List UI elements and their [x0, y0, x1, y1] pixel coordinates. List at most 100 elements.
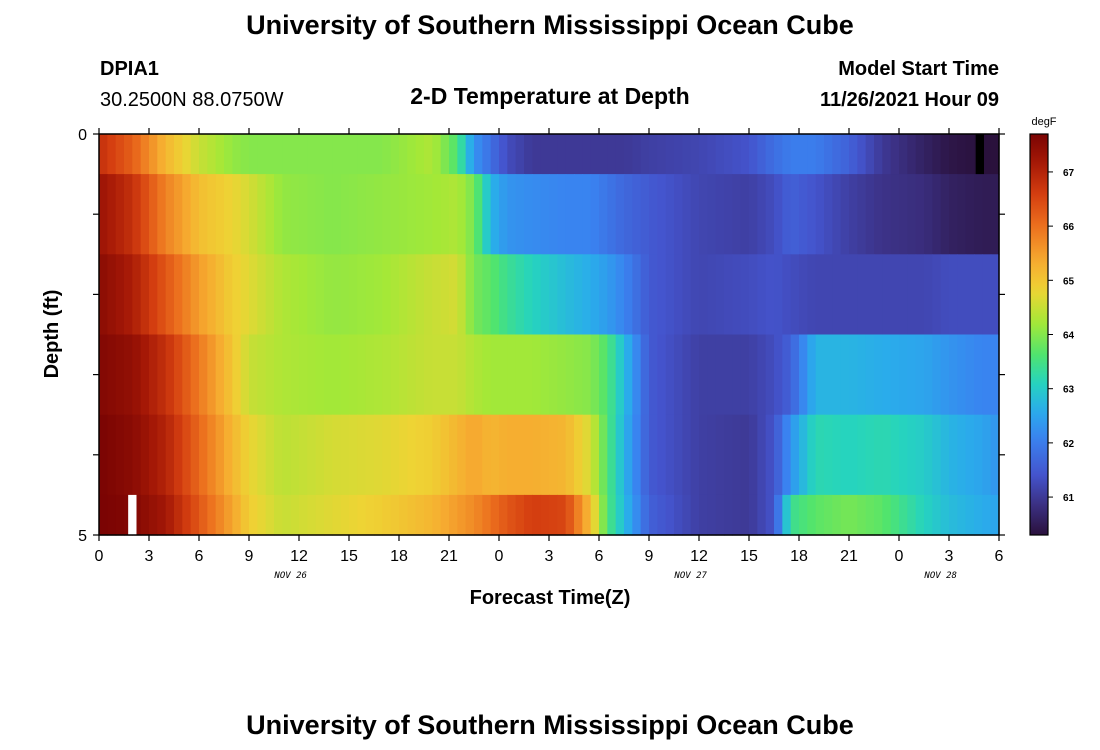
heatmap-cell: [432, 494, 442, 536]
heatmap-cell: [890, 414, 900, 496]
heatmap-cell: [674, 414, 683, 496]
heatmap-cell: [857, 494, 867, 536]
heatmap-cell: [432, 174, 442, 255]
heatmap-cell: [640, 494, 650, 536]
heatmap-cell: [332, 494, 342, 536]
heatmap-cell: [199, 174, 208, 255]
heatmap-cell: [340, 414, 350, 496]
heatmap-cell: [490, 494, 500, 536]
heatmap-cell: [307, 254, 317, 336]
heatmap-cell: [824, 494, 833, 536]
heatmap-cell: [265, 254, 275, 336]
heatmap-cell: [457, 174, 467, 255]
heatmap-cell: [990, 134, 1000, 175]
heatmap-cell: [182, 414, 192, 496]
heatmap-cell: [674, 254, 683, 336]
x-tick-label: 6: [995, 548, 1004, 565]
heatmap-cell: [932, 414, 942, 496]
heatmap-cell: [332, 134, 342, 175]
heatmap-cell: [982, 174, 992, 255]
heatmap-cell: [965, 414, 975, 496]
heatmap-cell: [540, 334, 550, 416]
heatmap-cell: [782, 334, 792, 416]
heatmap-cell: [699, 334, 708, 416]
heatmap-cell: [124, 174, 133, 255]
heatmap-cell: [682, 494, 692, 536]
heatmap-cell: [799, 334, 808, 416]
heatmap-cell: [382, 414, 392, 496]
heatmap-cell: [207, 414, 217, 496]
heatmap-cell: [415, 494, 425, 536]
heatmap-cell: [415, 254, 425, 336]
heatmap-cell: [249, 254, 258, 336]
heatmap-cell: [965, 254, 975, 336]
heatmap-cell: [990, 174, 1000, 255]
heatmap-cell: [315, 254, 325, 336]
heatmap-cell: [932, 334, 942, 416]
colorbar-tick-label: 64: [1063, 331, 1075, 342]
heatmap-cell: [740, 494, 750, 536]
heatmap-cell: [874, 494, 883, 536]
heatmap-cell: [149, 414, 158, 496]
heatmap-cell: [674, 174, 683, 255]
heatmap-cell: [224, 174, 233, 255]
heatmap-cell: [932, 494, 942, 536]
heatmap-cell: [799, 174, 808, 255]
heatmap-cell: [399, 494, 408, 536]
heatmap-cell: [840, 494, 850, 536]
heatmap-cell: [899, 494, 908, 536]
heatmap-cell: [915, 254, 925, 336]
heatmap-cell: [382, 494, 392, 536]
heatmap-cell: [932, 174, 942, 255]
heatmap-cell: [632, 494, 642, 536]
heatmap-cell: [449, 134, 458, 175]
heatmap-cell: [832, 134, 842, 175]
heatmap-cell: [890, 254, 900, 336]
heatmap-cell: [840, 414, 850, 496]
heatmap-cell: [157, 334, 167, 416]
heatmap-cell: [565, 334, 575, 416]
heatmap-cell: [365, 334, 375, 416]
heatmap-cell: [224, 254, 233, 336]
heatmap-cell: [732, 334, 742, 416]
heatmap-cell: [265, 494, 275, 536]
colorbar: [1029, 133, 1049, 536]
heatmap-cell: [407, 334, 417, 416]
heatmap-cell: [674, 334, 683, 416]
heatmap-cell: [357, 254, 367, 336]
colorbar-ticks: 61 62 63 64 65 66 67: [1048, 168, 1075, 504]
heatmap-cell: [615, 334, 625, 416]
heatmap-cell: [690, 414, 700, 496]
heatmap-cell: [265, 334, 275, 416]
x-tick-label: 15: [340, 548, 358, 565]
heatmap-cell: [807, 254, 817, 336]
heatmap-cell: [324, 494, 333, 536]
heatmap-cell: [724, 254, 733, 336]
heatmap-cell: [282, 334, 292, 416]
heatmap-cell: [449, 254, 458, 336]
heatmap-cell: [982, 334, 992, 416]
heatmap-cell: [290, 134, 300, 175]
heatmap-cell: [115, 334, 125, 416]
heatmap-cell: [332, 334, 342, 416]
heatmap-cell: [757, 414, 767, 496]
heatmap-cell: [374, 494, 383, 536]
heatmap-cell: [432, 414, 442, 496]
heatmap-cell: [940, 414, 950, 496]
heatmap-cell: [390, 134, 400, 175]
heatmap-cell: [307, 174, 317, 255]
heatmap-cell: [340, 134, 350, 175]
heatmap-cell: [257, 134, 267, 175]
heatmap-cell: [399, 334, 408, 416]
heatmap-cell: [399, 174, 408, 255]
heatmap-cell: [240, 494, 250, 536]
heatmap-cell: [107, 174, 117, 255]
heatmap-cell: [890, 334, 900, 416]
heatmap-cell: [849, 334, 858, 416]
heatmap-cell: [615, 174, 625, 255]
heatmap-cell: [374, 334, 383, 416]
heatmap-cell: [590, 174, 600, 255]
heatmap-cell: [407, 134, 417, 175]
heatmap-cell: [315, 334, 325, 416]
heatmap-cell: [540, 254, 550, 336]
